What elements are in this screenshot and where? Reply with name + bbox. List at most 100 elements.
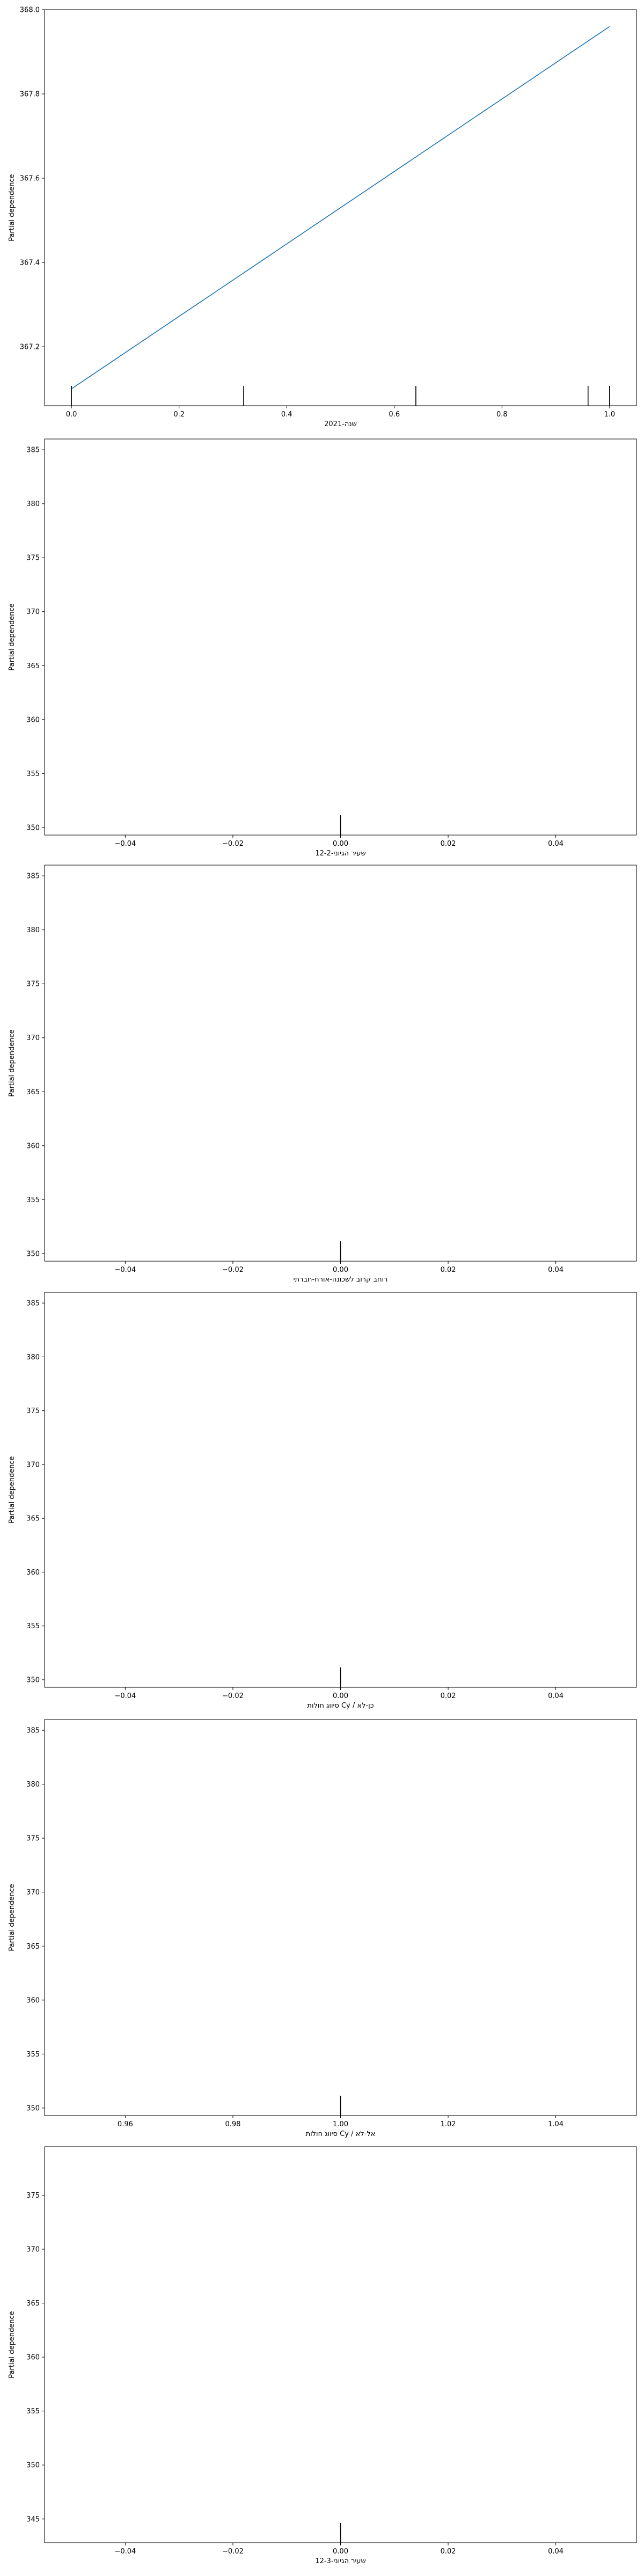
y-tick-label: 380 bbox=[26, 1353, 40, 1362]
y-tick-label: 370 bbox=[26, 1461, 40, 1469]
y-tick-label: 370 bbox=[26, 2246, 40, 2254]
x-tick-label: 0.8 bbox=[496, 411, 508, 419]
y-tick-label: 375 bbox=[26, 980, 40, 989]
y-tick-label: 350 bbox=[26, 1250, 40, 1258]
x-tick-label: 0.04 bbox=[548, 840, 564, 848]
y-tick-label: 367.2 bbox=[20, 343, 40, 352]
x-tick-label: −0.04 bbox=[114, 840, 136, 848]
y-axis-label: Partial dependence bbox=[8, 603, 16, 670]
x-axis-label: שעיר הגיוני-12-2 bbox=[315, 850, 365, 858]
y-tick-label: 385 bbox=[26, 1727, 40, 1735]
y-tick-label: 360 bbox=[26, 2354, 40, 2362]
y-tick-label: 367.6 bbox=[20, 175, 40, 183]
x-axis-label: סיווג חולות Cy / כן-לא bbox=[307, 1702, 374, 1710]
y-tick-label: 355 bbox=[26, 2407, 40, 2416]
y-axis-label: Partial dependence bbox=[8, 1884, 16, 1951]
y-tick-label: 365 bbox=[26, 1515, 40, 1523]
x-tick-label: 1.00 bbox=[333, 2120, 348, 2128]
x-tick-label: −0.04 bbox=[114, 1266, 136, 1274]
x-axis-label: שנה-2021 bbox=[324, 420, 357, 428]
y-tick-label: 370 bbox=[26, 1889, 40, 1897]
y-tick-label: 360 bbox=[26, 1996, 40, 2004]
x-tick-label: 1.0 bbox=[604, 411, 616, 419]
y-tick-label: 380 bbox=[26, 1781, 40, 1789]
y-tick-label: 385 bbox=[26, 873, 40, 881]
chart-panel-6: −0.04 −0.02 0.00 0.02 0.04 345 350 355 360 365 370… bbox=[8, 2146, 637, 2565]
y-tick-label: 367.4 bbox=[20, 259, 40, 267]
x-tick-label: 0.6 bbox=[389, 411, 400, 419]
y-tick-label: 355 bbox=[26, 2051, 40, 2059]
y-tick-label: 360 bbox=[26, 1569, 40, 1577]
x-tick-label: 0.00 bbox=[333, 840, 348, 848]
x-tick-label: 0.02 bbox=[441, 2548, 456, 2556]
y-axis-label: Partial dependence bbox=[8, 174, 16, 241]
y-tick-label: 365 bbox=[26, 662, 40, 670]
x-tick-label: −0.04 bbox=[114, 1692, 136, 1700]
y-tick-label: 385 bbox=[26, 447, 40, 455]
x-tick-label: 0.04 bbox=[548, 1266, 564, 1274]
x-tick-label: 0.98 bbox=[225, 2120, 240, 2128]
x-tick-label: 0.96 bbox=[118, 2120, 133, 2128]
y-tick-label: 350 bbox=[26, 2104, 40, 2112]
y-tick-label: 350 bbox=[26, 1676, 40, 1684]
x-tick-label: −0.02 bbox=[222, 1692, 244, 1700]
chart-panel-5: 0.96 0.98 1.00 1.02 1.04 350 355 360 365 370 375 38… bbox=[8, 1719, 637, 2138]
x-axis-label: רוחב קרוב לשכונה-אורח-חברתי bbox=[294, 1276, 388, 1284]
x-tick-label: −0.04 bbox=[114, 2548, 136, 2556]
chart-panel-4: −0.04 −0.02 0.00 0.02 0.04 350 355 360 365 370 375… bbox=[8, 1292, 637, 1710]
x-axis-label: סיווג חולות Cy / אל-לא bbox=[306, 2130, 376, 2138]
chart-panel-2: −0.04 −0.02 0.00 0.02 0.04 350 355 360 365 370 375… bbox=[8, 438, 637, 858]
y-tick-label: 370 bbox=[26, 608, 40, 616]
y-tick-label: 355 bbox=[26, 1622, 40, 1630]
y-tick-label: 355 bbox=[26, 770, 40, 778]
y-axis-label: Partial dependence bbox=[8, 1456, 16, 1523]
y-tick-label: 350 bbox=[26, 2462, 40, 2470]
y-tick-label: 368.0 bbox=[20, 6, 40, 14]
axes-frame bbox=[44, 2146, 637, 2543]
x-tick-label: 0.02 bbox=[441, 840, 456, 848]
x-tick-label: 0.04 bbox=[548, 1692, 564, 1700]
x-tick-label: 1.02 bbox=[441, 2120, 456, 2128]
axes-frame bbox=[44, 1719, 637, 2116]
x-tick-label: 0.02 bbox=[441, 1266, 456, 1274]
y-tick-label: 365 bbox=[26, 1088, 40, 1096]
axes-frame bbox=[44, 9, 637, 406]
x-tick-label: −0.02 bbox=[222, 2548, 244, 2556]
y-tick-label: 375 bbox=[26, 1407, 40, 1415]
axes-frame bbox=[44, 438, 637, 836]
y-tick-label: 360 bbox=[26, 1142, 40, 1150]
axes-frame bbox=[44, 1292, 637, 1688]
x-tick-label: −0.02 bbox=[222, 840, 244, 848]
y-tick-label: 365 bbox=[26, 1943, 40, 1951]
y-tick-label: 375 bbox=[26, 554, 40, 562]
x-tick-label: 0.00 bbox=[333, 1266, 348, 1274]
axes-frame bbox=[44, 865, 637, 1262]
y-tick-label: 370 bbox=[26, 1034, 40, 1042]
y-tick-label: 360 bbox=[26, 716, 40, 724]
x-tick-label: 0.2 bbox=[173, 411, 185, 419]
y-tick-label: 380 bbox=[26, 926, 40, 934]
x-tick-label: 0.04 bbox=[548, 2548, 564, 2556]
y-axis-label: Partial dependence bbox=[8, 2311, 16, 2378]
x-axis-label: שעיר הגיוני-12-3 bbox=[315, 2557, 365, 2565]
y-axis-label: Partial dependence bbox=[8, 1029, 16, 1096]
x-tick-label: 0.0 bbox=[66, 411, 77, 419]
x-tick-label: 0.4 bbox=[281, 411, 292, 419]
chart-panel-3: −0.04 −0.02 0.00 0.02 0.04 350 355 360 365 370 375… bbox=[8, 865, 637, 1284]
series-line-1 bbox=[71, 26, 610, 390]
x-tick-label: −0.02 bbox=[222, 1266, 244, 1274]
y-tick-label: 367.8 bbox=[20, 91, 40, 99]
chart-panel-1: 0.0 0.2 0.4 0.6 0.8 1.0 367.2 367.4 367.6 367.8 36… bbox=[8, 6, 637, 428]
y-tick-label: 380 bbox=[26, 500, 40, 508]
y-tick-label: 350 bbox=[26, 824, 40, 832]
y-tick-label: 365 bbox=[26, 2300, 40, 2308]
x-tick-label: 0.02 bbox=[441, 1692, 456, 1700]
y-tick-label: 345 bbox=[26, 2515, 40, 2523]
x-tick-label: 0.00 bbox=[333, 2548, 348, 2556]
y-tick-label: 375 bbox=[26, 2192, 40, 2200]
x-tick-label: 0.00 bbox=[333, 1692, 348, 1700]
y-tick-label: 375 bbox=[26, 1835, 40, 1843]
x-tick-label: 1.04 bbox=[548, 2120, 564, 2128]
y-tick-label: 385 bbox=[26, 1300, 40, 1308]
